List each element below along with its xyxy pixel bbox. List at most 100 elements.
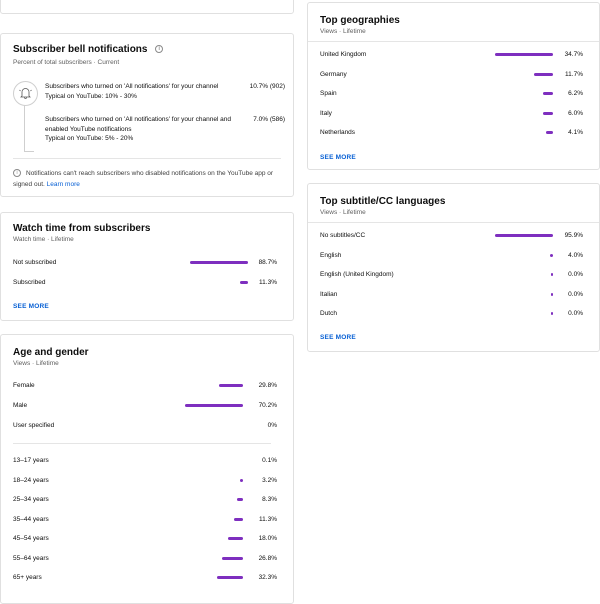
row-value: 88.7% bbox=[258, 259, 277, 266]
row-value: 4.0% bbox=[568, 252, 583, 259]
age-row: 65+ years 32.3% bbox=[13, 573, 277, 583]
row-bar bbox=[546, 131, 553, 134]
row-label: 55–64 years bbox=[13, 555, 49, 562]
row-value: 0.0% bbox=[568, 291, 583, 298]
geography-row: Germany 11.7% bbox=[320, 70, 583, 80]
row-bar bbox=[551, 312, 553, 315]
row-label: 65+ years bbox=[13, 574, 42, 581]
age-row: 25–34 years 8.3% bbox=[13, 495, 277, 505]
row-value: 26.8% bbox=[258, 555, 277, 562]
bell-connector-elbow bbox=[24, 151, 34, 152]
watch-time-row: Subscribed 11.3% bbox=[13, 278, 277, 288]
row-label: 45–54 years bbox=[13, 535, 49, 542]
row-value: 11.7% bbox=[565, 71, 583, 78]
bell-card-title: Subscriber bell notifications i bbox=[13, 44, 164, 55]
age-gender-card: Age and gender Views · Lifetime Female 2… bbox=[0, 334, 294, 604]
age-row: 35–44 years 11.3% bbox=[13, 515, 277, 525]
age-row: 13–17 years 0.1% bbox=[13, 456, 277, 466]
age-gender-subtitle: Views · Lifetime bbox=[13, 360, 59, 367]
geographies-subtitle: Views · Lifetime bbox=[320, 28, 366, 35]
bell-card-subtitle: Percent of total subscribers · Current bbox=[13, 59, 120, 66]
bell-notifications-card: Subscriber bell notifications i Percent … bbox=[0, 33, 294, 197]
row-bar bbox=[219, 384, 243, 387]
row-bar bbox=[543, 92, 553, 95]
info-icon[interactable]: i bbox=[155, 45, 164, 54]
row-label: Germany bbox=[320, 71, 347, 78]
row-label: No subtitles/CC bbox=[320, 232, 366, 239]
row-label: User specified bbox=[13, 422, 55, 429]
row-bar bbox=[185, 404, 243, 407]
row-label: Dutch bbox=[320, 310, 337, 317]
row-value: 6.0% bbox=[568, 110, 583, 117]
subtitles-title: Top subtitle/CC languages bbox=[320, 196, 446, 207]
watch-time-row: Not subscribed 88.7% bbox=[13, 258, 277, 268]
subtitles-divider bbox=[308, 222, 599, 223]
row-value: 4.1% bbox=[568, 129, 583, 136]
row-value: 70.2% bbox=[258, 402, 277, 409]
row-value: 95.9% bbox=[564, 232, 583, 239]
row-value: 0.0% bbox=[568, 271, 583, 278]
bell-row-text: Subscribers who turned on 'All notificat… bbox=[45, 83, 219, 90]
see-more-button[interactable]: SEE MORE bbox=[320, 154, 356, 161]
row-bar bbox=[217, 576, 243, 579]
watch-time-subtitle: Watch time · Lifetime bbox=[13, 236, 74, 243]
row-value: 0.1% bbox=[262, 457, 277, 464]
bell-footer: i Notifications can't reach subscribers w… bbox=[13, 168, 283, 190]
row-value: 0.0% bbox=[568, 310, 583, 317]
row-value: 6.2% bbox=[568, 90, 583, 97]
see-more-button[interactable]: SEE MORE bbox=[13, 303, 49, 310]
language-row: English 4.0% bbox=[320, 251, 583, 261]
language-row: Italian 0.0% bbox=[320, 290, 583, 300]
age-gender-divider bbox=[13, 443, 271, 444]
row-label: English (United Kingdom) bbox=[320, 271, 394, 278]
row-label: Italy bbox=[320, 110, 332, 117]
gender-row: User specified 0% bbox=[13, 421, 277, 431]
geography-row: Spain 6.2% bbox=[320, 89, 583, 99]
geographies-title: Top geographies bbox=[320, 15, 400, 26]
geographies-divider bbox=[308, 41, 599, 42]
row-bar bbox=[222, 557, 243, 560]
bell-divider bbox=[13, 158, 281, 159]
row-label: 25–34 years bbox=[13, 496, 49, 503]
previous-card bbox=[0, 0, 294, 14]
row-bar bbox=[543, 112, 553, 115]
row-label: Female bbox=[13, 382, 35, 389]
bell-footer-note: Notifications can't reach subscribers wh… bbox=[13, 170, 274, 188]
row-value: 8.3% bbox=[262, 496, 277, 503]
row-bar bbox=[228, 537, 243, 540]
bell-row-all-notifications: Subscribers who turned on 'All notificat… bbox=[45, 82, 285, 101]
bell-title-text: Subscriber bell notifications bbox=[13, 44, 148, 55]
row-value: 34.7% bbox=[564, 51, 583, 58]
row-label: English bbox=[320, 252, 342, 259]
language-row: No subtitles/CC 95.9% bbox=[320, 231, 583, 241]
row-label: United Kingdom bbox=[320, 51, 367, 58]
info-icon: i bbox=[13, 169, 21, 177]
language-row: English (United Kingdom) 0.0% bbox=[320, 270, 583, 280]
see-more-button[interactable]: SEE MORE bbox=[320, 334, 356, 341]
row-bar bbox=[550, 254, 553, 257]
gender-row: Male 70.2% bbox=[13, 401, 277, 411]
geography-row: Netherlands 4.1% bbox=[320, 128, 583, 138]
top-geographies-card: Top geographies Views · Lifetime United … bbox=[307, 2, 600, 170]
row-label: Subscribed bbox=[13, 279, 46, 286]
learn-more-link[interactable]: Learn more bbox=[46, 181, 80, 188]
bell-row-typical: Typical on YouTube: 10% - 30% bbox=[45, 92, 137, 100]
row-bar bbox=[551, 273, 553, 276]
bell-icon bbox=[13, 81, 38, 106]
bell-row-typical: Typical on YouTube: 5% - 20% bbox=[45, 135, 134, 142]
watch-time-title: Watch time from subscribers bbox=[13, 223, 151, 234]
bell-row-value: 7.0% (586) bbox=[253, 116, 285, 123]
age-row: 45–54 years 18.0% bbox=[13, 534, 277, 544]
geography-row: Italy 6.0% bbox=[320, 109, 583, 119]
row-bar bbox=[234, 518, 243, 521]
row-label: Spain bbox=[320, 90, 337, 97]
row-bar bbox=[534, 73, 553, 76]
language-row: Dutch 0.0% bbox=[320, 309, 583, 319]
row-bar bbox=[495, 234, 553, 237]
bell-row-enabled-notifications: Subscribers who turned on 'All notificat… bbox=[45, 115, 285, 144]
gender-row: Female 29.8% bbox=[13, 381, 277, 391]
bell-row-value: 10.7% (902) bbox=[249, 83, 285, 90]
geography-row: United Kingdom 34.7% bbox=[320, 50, 583, 60]
row-value: 29.8% bbox=[258, 382, 277, 389]
row-bar bbox=[495, 53, 553, 56]
